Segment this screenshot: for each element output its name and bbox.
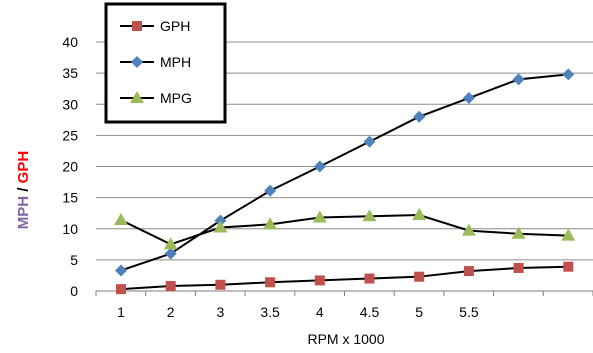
y-tick-label: 0: [70, 283, 78, 299]
y-axis-label-part: MPH: [15, 196, 32, 229]
data-point: [116, 284, 126, 295]
data-point: [312, 210, 327, 223]
legend-marker: [131, 56, 143, 68]
data-point: [265, 277, 276, 288]
data-point: [313, 160, 326, 173]
y-tick-label: 25: [62, 127, 78, 143]
x-tick-label: 1: [117, 304, 125, 320]
data-point: [215, 279, 226, 290]
y-tick-label: 5: [70, 252, 78, 268]
legend-item-gph: GPH: [120, 18, 190, 34]
x-axis: [95, 290, 593, 296]
y-axis-label-part: GPH: [15, 151, 32, 184]
data-point: [413, 110, 426, 123]
series-line: [120, 214, 569, 246]
data-point: [363, 135, 376, 148]
y-tick-label: 15: [62, 190, 78, 206]
legend-label: MPG: [160, 90, 192, 106]
data-point: [165, 281, 176, 292]
data-point: [562, 68, 575, 81]
data-point: [462, 92, 475, 105]
x-tick-label: 5.5: [459, 304, 479, 320]
y-tick-labels: 0 5 10 15 20 25 30 35 40: [62, 34, 78, 299]
x-tick-label: 3.5: [260, 304, 280, 320]
data-point: [561, 228, 576, 241]
y-axis-label: MPH / GPH: [15, 151, 32, 229]
data-point: [412, 208, 427, 221]
data-point: [513, 262, 524, 273]
legend-label: GPH: [160, 18, 190, 34]
x-tick-label: 4.5: [360, 304, 380, 320]
x-axis-label: RPM x 1000: [307, 331, 384, 347]
legend-label: MPH: [160, 54, 191, 70]
y-tick-label: 40: [62, 34, 78, 50]
x-tick-label: 5: [415, 304, 423, 320]
data-point: [115, 264, 127, 277]
data-point: [163, 237, 178, 250]
data-point: [264, 184, 277, 197]
data-point: [263, 217, 278, 230]
y-axis-label-part: /: [15, 183, 32, 196]
data-point: [463, 266, 474, 277]
series-gph: [116, 261, 574, 295]
y-tick-label: 20: [62, 159, 78, 175]
legend-item-mph: MPH: [120, 54, 191, 70]
y-tick-label: 30: [62, 96, 78, 112]
legend-item-mpg: MPG: [120, 90, 192, 106]
legend-marker: [132, 21, 142, 31]
data-point: [114, 213, 128, 226]
data-point: [563, 261, 574, 272]
series-line: [120, 73, 569, 272]
x-tick-label: 4: [316, 304, 324, 320]
data-point: [362, 209, 377, 222]
data-point: [164, 247, 177, 260]
y-tick-label: 35: [62, 65, 78, 81]
data-point: [314, 275, 325, 286]
x-tick-label: 3: [217, 304, 225, 320]
data-point: [461, 223, 476, 236]
data-point: [364, 273, 375, 284]
x-tick-labels: 1 2 3 3.5 4 4.5 5 5.5: [117, 304, 479, 320]
series-mph: [115, 68, 575, 277]
data-point: [213, 220, 228, 233]
legend-marker: [130, 91, 144, 103]
legend: GPH MPH MPG: [104, 2, 227, 124]
series-mpg: [114, 208, 576, 250]
data-point: [414, 271, 425, 282]
data-point: [512, 73, 525, 86]
series-group: [114, 68, 576, 295]
x-tick-label: 2: [167, 304, 175, 320]
series-line: [120, 265, 569, 291]
data-point: [511, 226, 526, 239]
y-tick-label: 10: [62, 221, 78, 237]
